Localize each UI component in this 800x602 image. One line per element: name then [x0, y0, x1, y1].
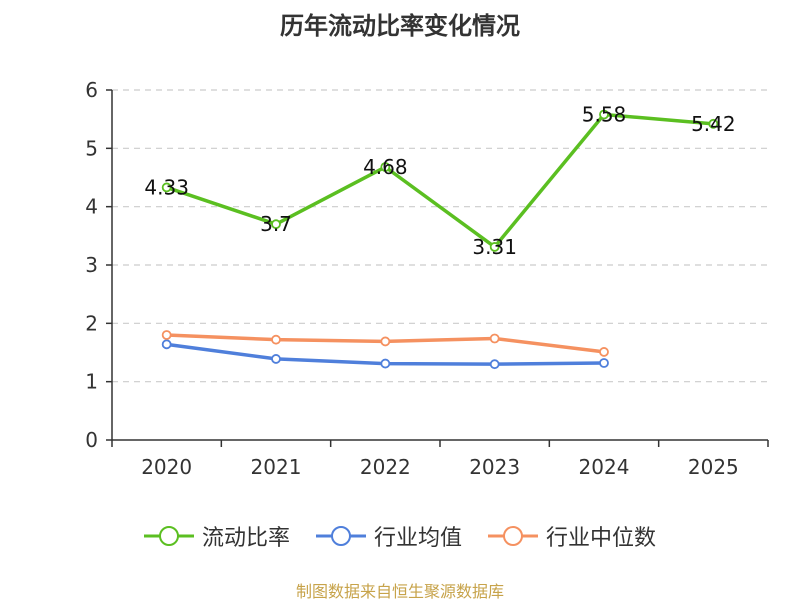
legend: 流动比率 行业均值 行业中位数 [0, 520, 800, 552]
data-point[interactable] [599, 358, 609, 368]
legend-swatch-current-ratio [143, 526, 194, 546]
data-point[interactable] [380, 162, 391, 172]
data-point[interactable] [161, 339, 172, 350]
series-line-0 [166, 112, 714, 249]
x-tick-labels: 2020 2021 2022 2023 2024 2025 [141, 455, 739, 479]
data-label: 5.42 [691, 112, 736, 136]
chart-title: 历年流动比率变化情况 [280, 12, 520, 40]
y-tick-label: 2 [85, 311, 98, 335]
legend-label-current-ratio: 流动比率 [201, 526, 290, 551]
axes [106, 89, 769, 447]
y-tick-label: 4 [85, 195, 98, 219]
data-point[interactable] [161, 182, 172, 193]
data-label: 5.58 [582, 103, 627, 127]
data-label: 3.7 [260, 212, 292, 236]
y-tick-label: 6 [85, 78, 98, 102]
data-label: 4.33 [144, 175, 189, 199]
data-labels: 4.33 3.7 4.68 3.31 5.58 5.42 [144, 103, 735, 259]
y-tick-label: 1 [85, 370, 98, 394]
data-point[interactable] [489, 242, 500, 252]
legend-swatch-industry-mean [315, 526, 366, 546]
y-tick-label: 0 [85, 428, 98, 452]
legend-item-industry-mean[interactable]: 行业均值 [315, 520, 462, 552]
data-point[interactable] [271, 334, 281, 345]
x-tick-label: 2021 [251, 455, 302, 479]
x-tick-label: 2024 [579, 455, 630, 479]
x-tick-label: 2022 [360, 455, 411, 479]
data-point[interactable] [271, 354, 281, 364]
data-point[interactable] [599, 109, 609, 120]
data-point[interactable] [380, 336, 391, 347]
data-point[interactable] [380, 358, 391, 369]
y-tick-labels: 0 1 2 3 4 5 6 [85, 78, 98, 452]
data-point[interactable] [708, 118, 719, 129]
series-points [161, 109, 719, 370]
data-point[interactable] [161, 330, 172, 340]
source-note: 制图数据来自恒生聚源数据库 [295, 582, 504, 601]
x-tick-label: 2025 [688, 455, 739, 479]
x-tick-label: 2020 [141, 455, 192, 479]
data-label: 4.68 [363, 155, 408, 179]
y-tick-label: 3 [85, 253, 98, 277]
y-tick-label: 5 [85, 136, 98, 160]
data-point[interactable] [489, 333, 500, 344]
legend-item-current-ratio[interactable]: 流动比率 [143, 520, 290, 552]
legend-label-industry-median: 行业中位数 [546, 526, 657, 551]
legend-item-industry-median[interactable]: 行业中位数 [488, 520, 656, 552]
data-point[interactable] [271, 219, 281, 230]
series-lines [166, 112, 714, 366]
data-point[interactable] [489, 359, 500, 370]
legend-label-industry-mean: 行业均值 [373, 526, 462, 551]
x-tick-label: 2023 [469, 455, 520, 479]
legend-swatch-industry-median [488, 526, 538, 546]
data-label: 3.31 [472, 235, 517, 259]
data-point[interactable] [599, 347, 609, 357]
